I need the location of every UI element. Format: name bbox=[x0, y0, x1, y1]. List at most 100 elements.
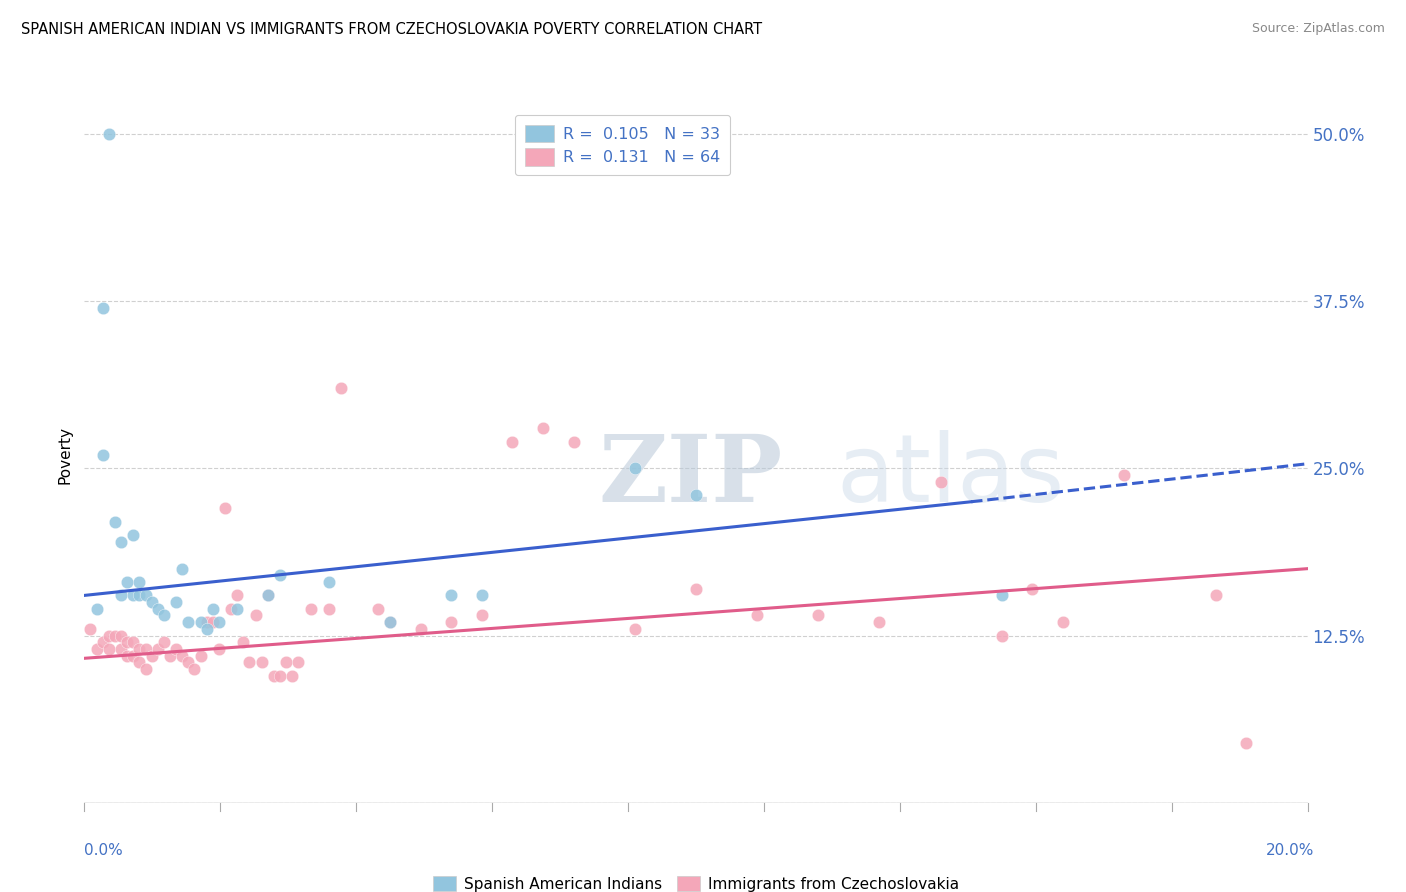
Point bbox=[159, 648, 181, 663]
Point bbox=[624, 622, 647, 636]
Point bbox=[624, 461, 647, 475]
Text: ZIP: ZIP bbox=[598, 431, 782, 521]
Point bbox=[97, 628, 120, 642]
Text: atlas: atlas bbox=[837, 430, 1064, 522]
Text: Source: ZipAtlas.com: Source: ZipAtlas.com bbox=[1251, 22, 1385, 36]
Point bbox=[146, 602, 169, 616]
Point bbox=[276, 655, 298, 669]
Point bbox=[269, 568, 291, 582]
Point bbox=[190, 648, 212, 663]
Point bbox=[1114, 468, 1136, 483]
Point bbox=[502, 434, 524, 449]
Point bbox=[318, 575, 340, 590]
Point bbox=[208, 615, 231, 630]
Point bbox=[135, 662, 157, 676]
Point bbox=[115, 575, 138, 590]
Point bbox=[104, 515, 127, 529]
Point bbox=[929, 475, 952, 489]
Point bbox=[1205, 589, 1227, 603]
Point bbox=[807, 608, 830, 623]
Point bbox=[562, 434, 585, 449]
Point bbox=[869, 615, 891, 630]
Point bbox=[269, 669, 291, 683]
Point bbox=[128, 575, 150, 590]
Point bbox=[531, 421, 554, 435]
Point bbox=[110, 589, 132, 603]
Point bbox=[409, 622, 432, 636]
Point bbox=[122, 589, 145, 603]
Point bbox=[232, 635, 254, 649]
Point bbox=[177, 655, 200, 669]
Point bbox=[1052, 615, 1074, 630]
Point bbox=[201, 602, 224, 616]
Point bbox=[153, 635, 176, 649]
Point bbox=[238, 655, 260, 669]
Point bbox=[153, 608, 176, 623]
Text: 20.0%: 20.0% bbox=[1267, 843, 1315, 858]
Point bbox=[110, 535, 132, 549]
Point bbox=[104, 628, 127, 642]
Point bbox=[195, 615, 218, 630]
Point bbox=[128, 589, 150, 603]
Point bbox=[281, 669, 304, 683]
Point bbox=[135, 642, 157, 657]
Point bbox=[122, 528, 145, 542]
Point bbox=[471, 608, 494, 623]
Point bbox=[183, 662, 205, 676]
Point bbox=[141, 648, 163, 663]
Point bbox=[330, 381, 353, 395]
Point bbox=[440, 589, 463, 603]
Point bbox=[122, 648, 145, 663]
Point bbox=[110, 642, 132, 657]
Point bbox=[1236, 735, 1258, 749]
Point bbox=[287, 655, 309, 669]
Point bbox=[318, 602, 340, 616]
Point bbox=[97, 127, 120, 141]
Point bbox=[141, 595, 163, 609]
Point bbox=[115, 635, 138, 649]
Point bbox=[1021, 582, 1043, 596]
Point bbox=[195, 622, 218, 636]
Point bbox=[79, 622, 101, 636]
Point bbox=[208, 642, 231, 657]
Point bbox=[146, 642, 169, 657]
Point bbox=[91, 301, 114, 315]
Point bbox=[380, 615, 402, 630]
Point bbox=[991, 628, 1014, 642]
Point bbox=[128, 655, 150, 669]
Point bbox=[86, 642, 108, 657]
Point bbox=[257, 589, 280, 603]
Point bbox=[97, 642, 120, 657]
Point bbox=[299, 602, 322, 616]
Point bbox=[165, 595, 187, 609]
Point bbox=[747, 608, 769, 623]
Point bbox=[172, 562, 194, 576]
Point bbox=[86, 602, 108, 616]
Point bbox=[245, 608, 267, 623]
Point bbox=[122, 635, 145, 649]
Legend: Spanish American Indians, Immigrants from Czechoslovakia: Spanish American Indians, Immigrants fro… bbox=[427, 870, 965, 892]
Point bbox=[250, 655, 273, 669]
Text: 0.0%: 0.0% bbox=[84, 843, 124, 858]
Point bbox=[380, 615, 402, 630]
Point bbox=[91, 448, 114, 462]
Point bbox=[128, 642, 150, 657]
Point bbox=[685, 488, 707, 502]
Point bbox=[226, 602, 249, 616]
Point bbox=[257, 589, 280, 603]
Point bbox=[991, 589, 1014, 603]
Point bbox=[115, 648, 138, 663]
Y-axis label: Poverty: Poverty bbox=[58, 425, 73, 484]
Point bbox=[172, 648, 194, 663]
Point bbox=[440, 615, 463, 630]
Point bbox=[91, 635, 114, 649]
Point bbox=[201, 615, 224, 630]
Point bbox=[110, 628, 132, 642]
Point bbox=[226, 589, 249, 603]
Text: SPANISH AMERICAN INDIAN VS IMMIGRANTS FROM CZECHOSLOVAKIA POVERTY CORRELATION CH: SPANISH AMERICAN INDIAN VS IMMIGRANTS FR… bbox=[21, 22, 762, 37]
Point bbox=[263, 669, 285, 683]
Point bbox=[165, 642, 187, 657]
Point bbox=[135, 589, 157, 603]
Point bbox=[471, 589, 494, 603]
Point bbox=[214, 501, 236, 516]
